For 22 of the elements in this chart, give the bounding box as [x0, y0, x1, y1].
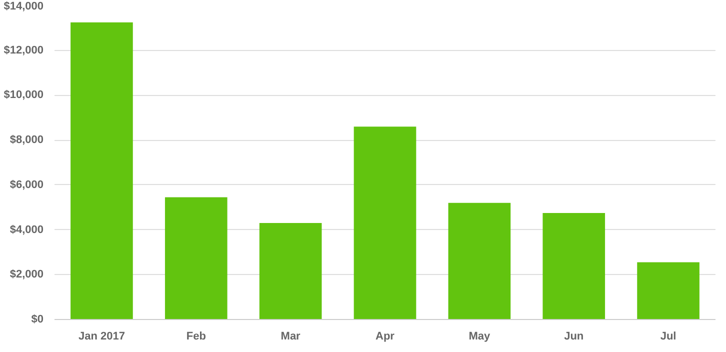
- x-tick-label: Apr: [376, 330, 396, 342]
- x-tick-label: Jan 2017: [78, 330, 125, 342]
- x-tick-label: Jul: [660, 330, 676, 342]
- y-tick-label: $0: [31, 314, 44, 326]
- y-tick-label: $14,000: [4, 0, 44, 12]
- bar: [164, 197, 228, 320]
- bar: [70, 22, 133, 320]
- bar: [259, 223, 322, 320]
- y-tick-label: $12,000: [4, 44, 44, 56]
- x-tick-label: Mar: [280, 330, 302, 342]
- bar: [448, 202, 511, 320]
- bar: [637, 262, 700, 320]
- x-tick-label: Jun: [564, 330, 584, 342]
- x-tick-label: May: [468, 330, 492, 342]
- y-tick-label: $4,000: [10, 224, 44, 236]
- y-tick-label: $2,000: [10, 268, 44, 281]
- y-tick-label: $10,000: [4, 89, 44, 102]
- bar: [354, 126, 416, 320]
- y-tick-label: $6,000: [10, 178, 44, 191]
- bar: [542, 212, 606, 320]
- y-tick-label: $8,000: [10, 134, 44, 146]
- x-tick-label: Feb: [186, 330, 206, 342]
